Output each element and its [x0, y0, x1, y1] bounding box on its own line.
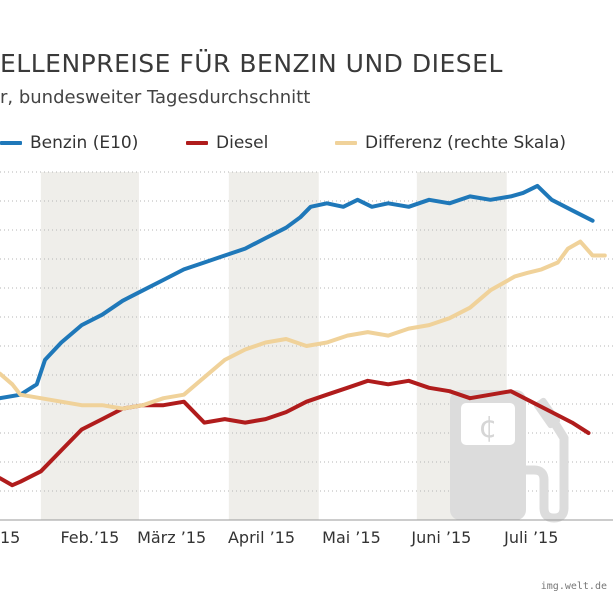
series-line-2 — [0, 239, 607, 411]
legend-swatch-differenz — [335, 141, 357, 145]
x-tick-label: Juni ’15 — [410, 528, 471, 547]
x-tick-label: Mai ’15 — [322, 528, 381, 547]
legend-swatch-benzin — [0, 141, 22, 145]
series-line-0 — [0, 183, 595, 401]
svg-text:¢: ¢ — [478, 410, 497, 445]
x-tick-label: 15 — [0, 528, 20, 547]
x-tick-label: April ’15 — [228, 528, 295, 547]
legend-item-diesel: Diesel — [186, 133, 268, 153]
legend-swatch-diesel — [186, 141, 208, 145]
series-line-1 — [0, 378, 591, 488]
legend-item-benzin: Benzin (E10) — [0, 133, 138, 153]
image-credit: img.welt.de — [540, 581, 607, 592]
x-tick-label: März ’15 — [137, 528, 206, 547]
chart-subtitle: r, bundesweiter Tagesdurchschnitt — [0, 87, 311, 108]
legend-item-differenz: Differenz (rechte Skala) — [335, 133, 566, 153]
legend-label-benzin: Benzin (E10) — [30, 133, 139, 153]
x-tick-label: Juli ’15 — [503, 528, 558, 547]
legend-label-diesel: Diesel — [216, 133, 269, 153]
legend-label-differenz: Differenz (rechte Skala) — [365, 133, 567, 153]
x-tick-label: Feb.’15 — [60, 528, 119, 547]
chart-title: ELLENPREISE FÜR BENZIN UND DIESEL — [0, 49, 503, 78]
